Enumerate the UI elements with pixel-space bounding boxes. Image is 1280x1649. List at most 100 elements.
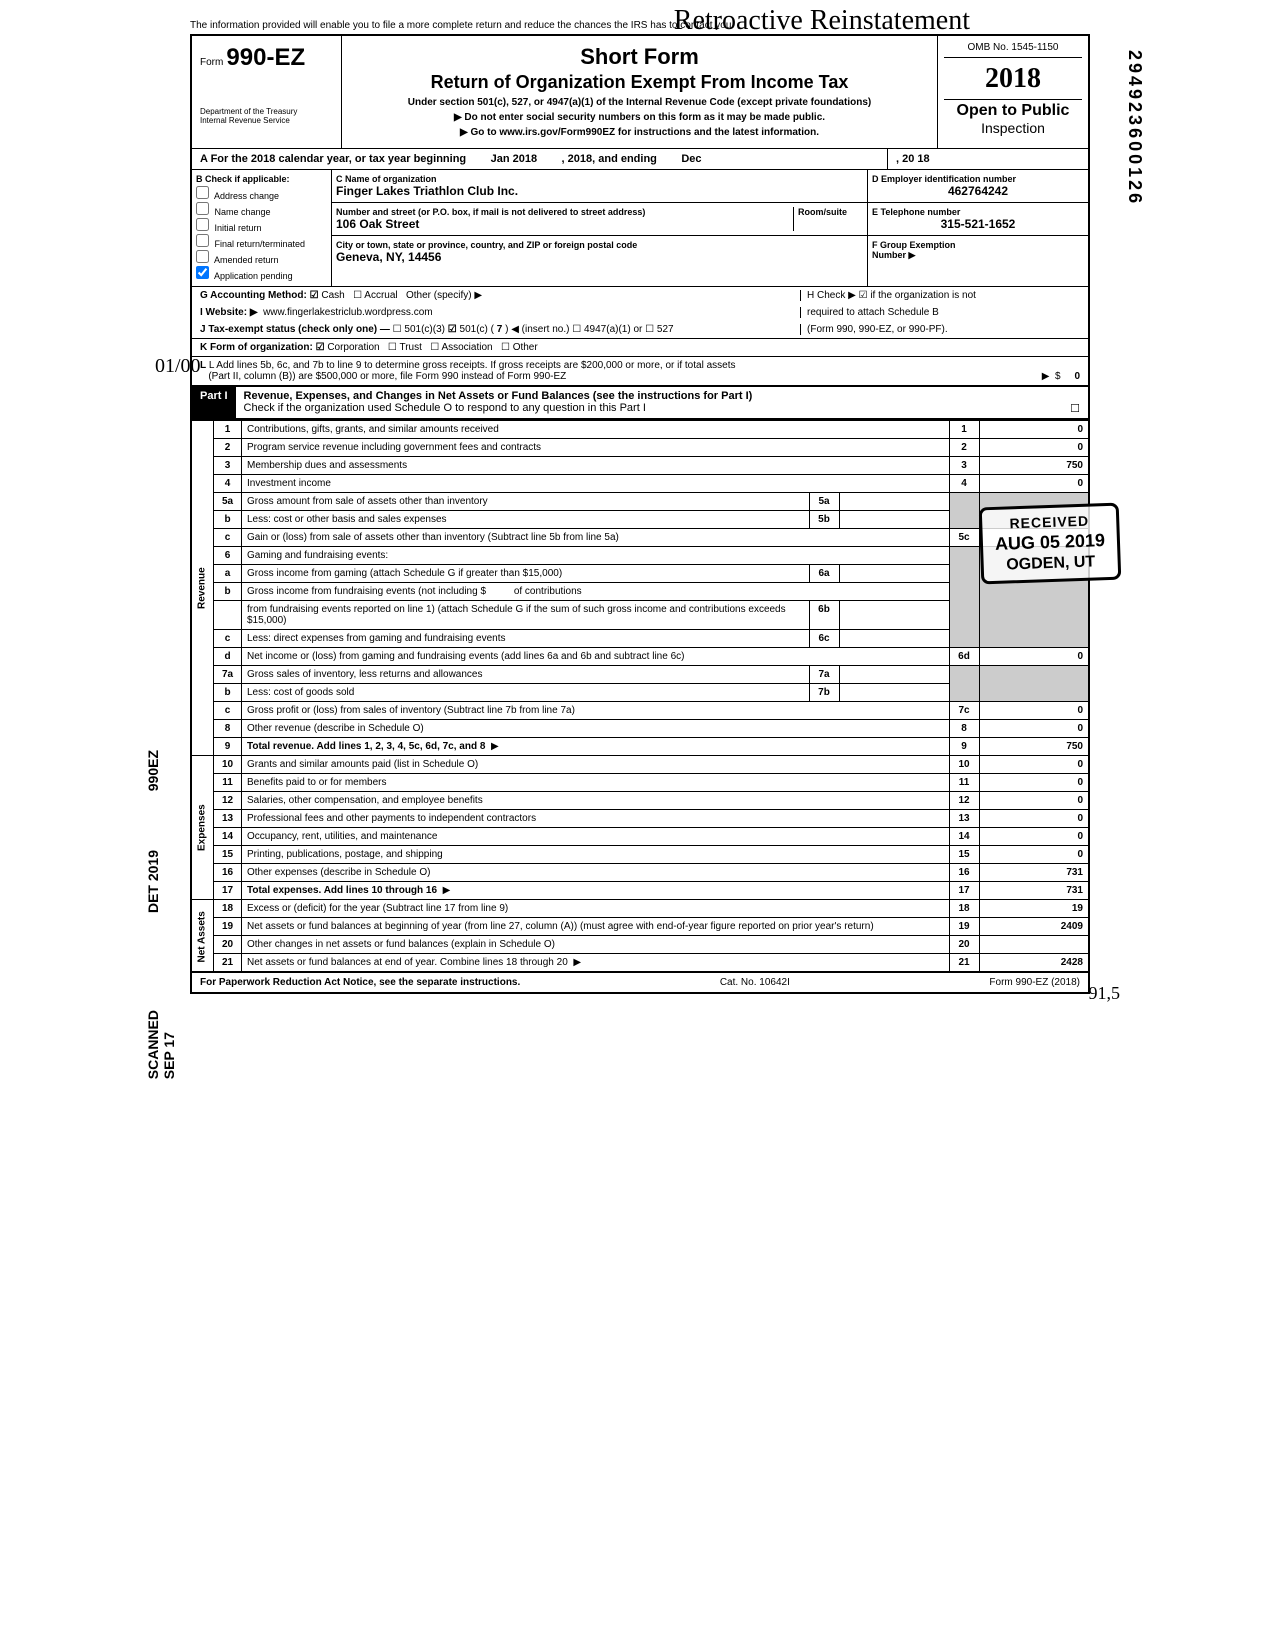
line-12-desc: Salaries, other compensation, and employ… [242, 792, 950, 810]
street-address: 106 Oak Street [336, 217, 793, 231]
line-5a-desc: Gross amount from sale of assets other t… [242, 493, 810, 511]
form-prefix: Form [200, 57, 223, 68]
e-label: E Telephone number [872, 207, 1084, 217]
stamp-received: RECEIVED [994, 512, 1105, 532]
dept-line-2: Internal Revenue Service [200, 116, 333, 125]
addr-label: Number and street (or P.O. box, if mail … [336, 207, 793, 217]
h-line-2: required to attach Schedule B [807, 307, 939, 318]
part-1-check: Check if the organization used Schedule … [244, 402, 646, 414]
chk-initial-return[interactable]: Initial return [196, 218, 327, 233]
line-15-val: 0 [979, 846, 1089, 864]
line-16-desc: Other expenses (describe in Schedule O) [242, 864, 950, 882]
f-label-2: Number ▶ [872, 250, 1084, 261]
margin-91-5: 91,5 [1089, 983, 1121, 1004]
chk-other[interactable]: ☐ [501, 342, 513, 353]
line-3-val: 750 [979, 457, 1089, 475]
h-line-3: (Form 990, 990-EZ, or 990-PF). [807, 324, 948, 335]
l-value: 0 [1074, 371, 1080, 382]
line-13-desc: Professional fees and other payments to … [242, 810, 950, 828]
chk-application-pending[interactable]: Application pending [196, 266, 327, 281]
line-8-desc: Other revenue (describe in Schedule O) [242, 720, 950, 738]
part-1-label: Part I [192, 387, 236, 418]
margin-01-00: 01/00 [155, 355, 201, 378]
tax-year: 2018 [985, 63, 1041, 94]
h-label: H Check ▶ ☑ if the organization is not [807, 290, 976, 301]
line-18-val: 19 [979, 900, 1089, 918]
chk-accrual[interactable]: ☐ [353, 290, 364, 301]
section-def: D Employer identification number 4627642… [868, 170, 1088, 286]
subtitle-2: ▶ Do not enter social security numbers o… [348, 112, 931, 123]
footer-mid: Cat. No. 10642I [720, 977, 790, 988]
part-1-title: Revenue, Expenses, and Changes in Net As… [244, 390, 753, 402]
city-label: City or town, state or province, country… [336, 240, 863, 250]
line-6a-desc: Gross income from gaming (attach Schedul… [242, 565, 810, 583]
line-17-val: 731 [979, 882, 1089, 900]
chk-527[interactable]: ☐ [645, 324, 657, 335]
chk-501c[interactable]: ☑ [448, 324, 460, 335]
omb-number: OMB No. 1545-1150 [944, 42, 1082, 58]
line-5b-desc: Less: cost or other basis and sales expe… [242, 511, 810, 529]
dept-line-1: Department of the Treasury [200, 107, 333, 116]
side-990ez: 990EZ [145, 750, 161, 791]
section-c: C Name of organization Finger Lakes Tria… [332, 170, 868, 286]
line-a-end-year: , 20 18 [888, 149, 1088, 169]
line-4-val: 0 [979, 475, 1089, 493]
g-label: G Accounting Method: [200, 290, 307, 301]
chk-final-return[interactable]: Final return/terminated [196, 234, 327, 249]
line-20-desc: Other changes in net assets or fund bala… [242, 936, 950, 954]
line-20-val [979, 936, 1089, 954]
chk-corporation[interactable]: ☑ [316, 342, 328, 353]
line-9-desc: Total revenue. Add lines 1, 2, 3, 4, 5c,… [247, 741, 485, 752]
chk-name-change[interactable]: Name change [196, 202, 327, 217]
stamp-date: AUG 05 2019 [995, 530, 1106, 555]
line-5c-desc: Gain or (loss) from sale of assets other… [242, 529, 950, 547]
line-a: A For the 2018 calendar year, or tax yea… [192, 149, 888, 169]
b-header: B Check if applicable: [196, 174, 327, 184]
net-assets-label: Net Assets [191, 900, 214, 973]
side-det-2019: DET 2019 [145, 850, 161, 913]
line-a-end-month: Dec [681, 153, 701, 165]
line-17-desc: Total expenses. Add lines 10 through 16 [247, 885, 437, 896]
chk-trust[interactable]: ☐ [388, 342, 400, 353]
line-6b-desc: Gross income from fundraising events (no… [242, 583, 950, 601]
chk-address-change[interactable]: Address change [196, 186, 327, 201]
line-11-desc: Benefits paid to or for members [242, 774, 950, 792]
l-line-2: (Part II, column (B)) are $500,000 or mo… [208, 371, 566, 382]
line-21-desc: Net assets or fund balances at end of ye… [247, 957, 568, 968]
form-header: Form 990-EZ Department of the Treasury I… [190, 34, 1090, 149]
main-title: Return of Organization Exempt From Incom… [348, 72, 931, 93]
lines-table: Revenue 1Contributions, gifts, grants, a… [190, 420, 1090, 973]
chk-schedule-o[interactable]: ☐ [1070, 402, 1080, 415]
line-10-val: 0 [979, 756, 1089, 774]
c-name-label: C Name of organization [336, 174, 863, 184]
line-7b-desc: Less: cost of goods sold [242, 684, 810, 702]
line-11-val: 0 [979, 774, 1089, 792]
line-6d-val: 0 [979, 648, 1089, 666]
line-19-val: 2409 [979, 918, 1089, 936]
footer: For Paperwork Reduction Act Notice, see … [190, 973, 1090, 994]
chk-cash[interactable]: ☑ [310, 290, 322, 301]
expenses-label: Expenses [191, 756, 214, 900]
line-3-desc: Membership dues and assessments [242, 457, 950, 475]
line-6d-desc: Net income or (loss) from gaming and fun… [242, 648, 950, 666]
l-line-1: L Add lines 5b, 6c, and 7b to line 9 to … [209, 360, 736, 371]
line-15-desc: Printing, publications, postage, and shi… [242, 846, 950, 864]
chk-association[interactable]: ☐ [430, 342, 441, 353]
line-7c-desc: Gross profit or (loss) from sales of inv… [242, 702, 950, 720]
chk-501c3[interactable]: ☐ [393, 324, 405, 335]
line-7c-val: 0 [979, 702, 1089, 720]
line-2-val: 0 [979, 439, 1089, 457]
line-1-desc: Contributions, gifts, grants, and simila… [247, 424, 499, 435]
ein: 462764242 [872, 184, 1084, 198]
line-14-desc: Occupancy, rent, utilities, and maintena… [242, 828, 950, 846]
chk-4947[interactable]: ☐ [572, 324, 584, 335]
chk-amended-return[interactable]: Amended return [196, 250, 327, 265]
line-10-desc: Grants and similar amounts paid (list in… [242, 756, 950, 774]
handwritten-annotation: Retroactive Reinstatement [674, 5, 970, 37]
line-21-val: 2428 [979, 954, 1089, 973]
k-label: K Form of organization: [200, 342, 313, 353]
line-6-desc: Gaming and fundraising events: [242, 547, 950, 565]
telephone: 315-521-1652 [872, 217, 1084, 231]
section-b: B Check if applicable: Address change Na… [192, 170, 332, 286]
room-label: Room/suite [798, 207, 863, 217]
